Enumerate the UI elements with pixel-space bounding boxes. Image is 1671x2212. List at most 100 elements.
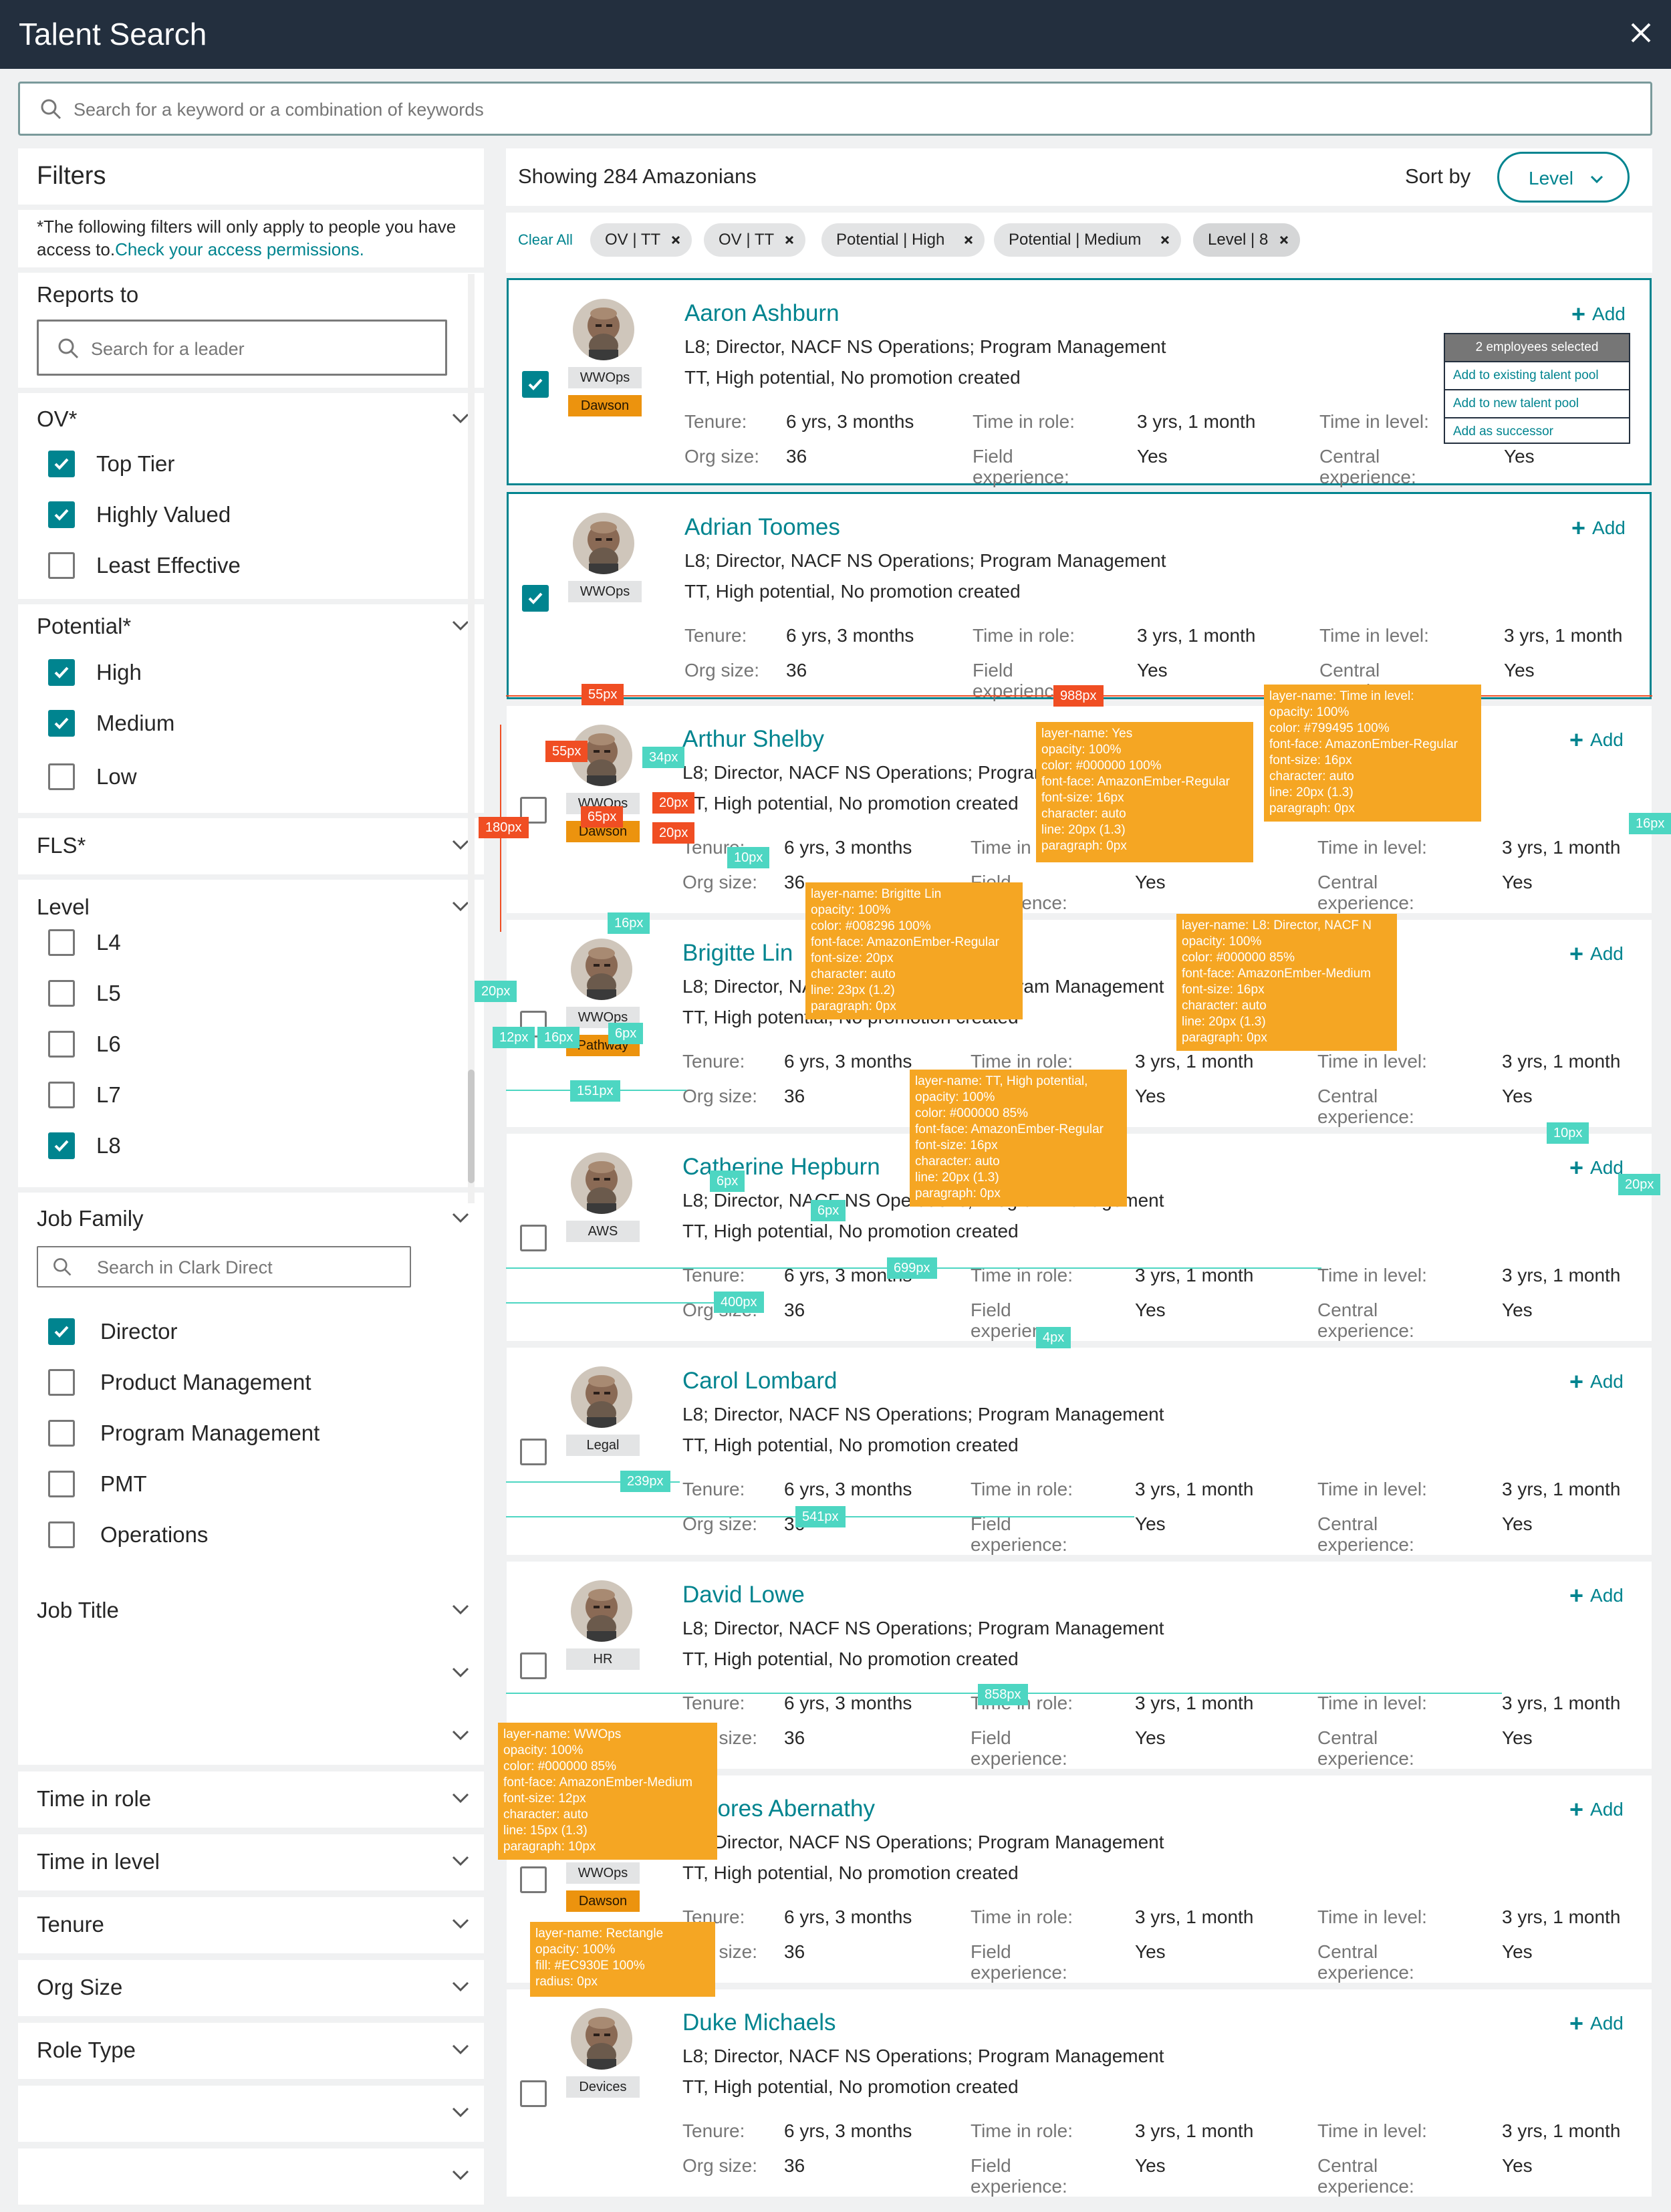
employee-card[interactable]: Devices Duke Michaels L8; Director, NACF…: [507, 1989, 1652, 2197]
job-family-option-director[interactable]: Director: [48, 1318, 178, 1345]
checkbox[interactable]: [48, 1471, 75, 1497]
filter-chip[interactable]: OV | TT: [590, 223, 692, 257]
keyword-search-input[interactable]: Search for a keyword or a combination of…: [18, 82, 1652, 136]
employee-name[interactable]: Duke Michaels: [682, 2009, 836, 2036]
add-button[interactable]: + Add: [1569, 726, 1624, 753]
org-size-filter-section[interactable]: Org Size: [18, 1960, 484, 2016]
menu-item-new-pool[interactable]: Add to new talent pool: [1445, 389, 1629, 417]
chevron-down-icon[interactable]: [452, 1730, 469, 1741]
fls-filter-section[interactable]: FLS*: [18, 818, 484, 874]
potential-option-low[interactable]: Low: [48, 763, 137, 790]
clear-all-link[interactable]: Clear All: [518, 231, 573, 248]
add-button[interactable]: + Add: [1569, 940, 1624, 967]
add-button[interactable]: + Add: [1571, 514, 1626, 541]
leader-search-input[interactable]: Search for a leader: [37, 320, 447, 376]
add-button[interactable]: + Add: [1569, 1154, 1624, 1181]
chevron-down-icon[interactable]: [452, 1856, 469, 1866]
filter-chip[interactable]: Level | 8: [1193, 223, 1300, 257]
select-employee-checkbox[interactable]: [522, 585, 549, 612]
checkbox[interactable]: [48, 451, 75, 477]
job-family-option-program-management[interactable]: Program Management: [48, 1420, 319, 1447]
checkbox[interactable]: [48, 1369, 75, 1396]
filter-chip[interactable]: OV | TT: [704, 223, 805, 257]
blank-filter-section[interactable]: [18, 1709, 484, 1765]
checkbox[interactable]: [48, 763, 75, 790]
sort-dropdown[interactable]: Level: [1497, 152, 1630, 203]
close-icon[interactable]: [1626, 17, 1656, 48]
employee-card[interactable]: WWOps Dawson Aaron Ashburn L8; Director, …: [507, 278, 1652, 487]
job-family-option-operations[interactable]: Operations: [48, 1521, 208, 1548]
add-button[interactable]: + Add: [1571, 300, 1626, 328]
role-type-filter-section[interactable]: Role Type: [18, 2023, 484, 2079]
remove-chip-icon[interactable]: [963, 235, 974, 245]
chevron-down-icon[interactable]: [452, 1793, 469, 1804]
ov-option-highly-valued[interactable]: Highly Valued: [48, 501, 231, 528]
level-option-l7[interactable]: L7: [48, 1082, 121, 1108]
level-option-l8[interactable]: L8: [48, 1132, 121, 1159]
blank-filter-section[interactable]: [18, 2086, 484, 2142]
checkbox[interactable]: [48, 1132, 75, 1159]
chevron-down-icon[interactable]: [452, 413, 469, 424]
ov-option-top-tier[interactable]: Top Tier: [48, 451, 174, 477]
menu-item-successor[interactable]: Add as successor: [1445, 417, 1629, 445]
level-option-l5[interactable]: L5: [48, 980, 121, 1007]
job-family-option-pmt[interactable]: PMT: [48, 1471, 147, 1497]
chevron-down-icon[interactable]: [452, 1604, 469, 1615]
level-option-l6[interactable]: L6: [48, 1031, 121, 1058]
chevron-down-icon[interactable]: [452, 2170, 469, 2181]
employee-card[interactable]: WWOps Adrian Toomes L8; Director, NACF N…: [507, 492, 1652, 701]
tenure-filter-section[interactable]: Tenure: [18, 1897, 484, 1953]
menu-item-existing-pool[interactable]: Add to existing talent pool: [1445, 361, 1629, 389]
remove-chip-icon[interactable]: [670, 235, 681, 245]
employee-name[interactable]: Brigitte Lin: [682, 940, 793, 966]
add-button[interactable]: + Add: [1569, 1582, 1624, 1609]
chevron-down-icon[interactable]: [452, 2107, 469, 2118]
remove-chip-icon[interactable]: [1160, 235, 1170, 245]
select-employee-checkbox[interactable]: [520, 1866, 547, 1893]
time-in-role-filter-section[interactable]: Time in role: [18, 1771, 484, 1828]
chevron-down-icon[interactable]: [452, 840, 469, 850]
blank-filter-section[interactable]: [18, 1646, 484, 1702]
add-button[interactable]: + Add: [1569, 1796, 1624, 1823]
select-employee-checkbox[interactable]: [520, 1439, 547, 1465]
chevron-down-icon[interactable]: [452, 620, 469, 631]
potential-option-medium[interactable]: Medium: [48, 710, 174, 737]
checkbox[interactable]: [48, 1318, 75, 1345]
checkbox[interactable]: [48, 710, 75, 737]
add-button[interactable]: + Add: [1569, 2009, 1624, 2037]
sidebar-scrollbar-track[interactable]: [468, 274, 475, 1203]
ov-option-least-effective[interactable]: Least Effective: [48, 552, 241, 579]
employee-name[interactable]: Adrian Toomes: [684, 514, 840, 540]
employee-name[interactable]: Aaron Ashburn: [684, 300, 840, 326]
remove-chip-icon[interactable]: [1279, 235, 1289, 245]
select-employee-checkbox[interactable]: [520, 1225, 547, 1251]
select-employee-checkbox[interactable]: [520, 2080, 547, 2107]
level-option-l4[interactable]: L4: [48, 929, 121, 956]
chevron-down-icon[interactable]: [452, 901, 469, 912]
checkbox[interactable]: [48, 552, 75, 579]
time-in-level-filter-section[interactable]: Time in level: [18, 1834, 484, 1890]
employee-name[interactable]: David Lowe: [682, 1582, 805, 1608]
chevron-down-icon[interactable]: [452, 1919, 469, 1929]
blank-filter-section[interactable]: [18, 2148, 484, 2205]
checkbox[interactable]: [48, 1420, 75, 1447]
job-family-search-input[interactable]: Search in Clark Direct: [37, 1246, 411, 1287]
checkbox[interactable]: [48, 980, 75, 1007]
job-family-option-product-management[interactable]: Product Management: [48, 1369, 311, 1396]
select-employee-checkbox[interactable]: [520, 1652, 547, 1679]
employee-name[interactable]: Carol Lombard: [682, 1368, 838, 1394]
remove-chip-icon[interactable]: [784, 235, 795, 245]
checkbox[interactable]: [48, 659, 75, 686]
chevron-down-icon[interactable]: [452, 1213, 469, 1223]
filter-chip[interactable]: Potential | Medium: [994, 223, 1181, 257]
checkbox[interactable]: [48, 1082, 75, 1108]
employee-card[interactable]: Legal Carol Lombard L8; Director, NACF N…: [507, 1348, 1652, 1555]
access-permissions-link[interactable]: Check your access permissions.: [115, 239, 364, 259]
chevron-down-icon[interactable]: [452, 1667, 469, 1678]
checkbox[interactable]: [48, 1031, 75, 1058]
add-button[interactable]: + Add: [1569, 1368, 1624, 1395]
potential-option-high[interactable]: High: [48, 659, 142, 686]
checkbox[interactable]: [48, 501, 75, 528]
sidebar-scrollbar-thumb[interactable]: [468, 1070, 475, 1183]
chevron-down-icon[interactable]: [452, 1981, 469, 1992]
